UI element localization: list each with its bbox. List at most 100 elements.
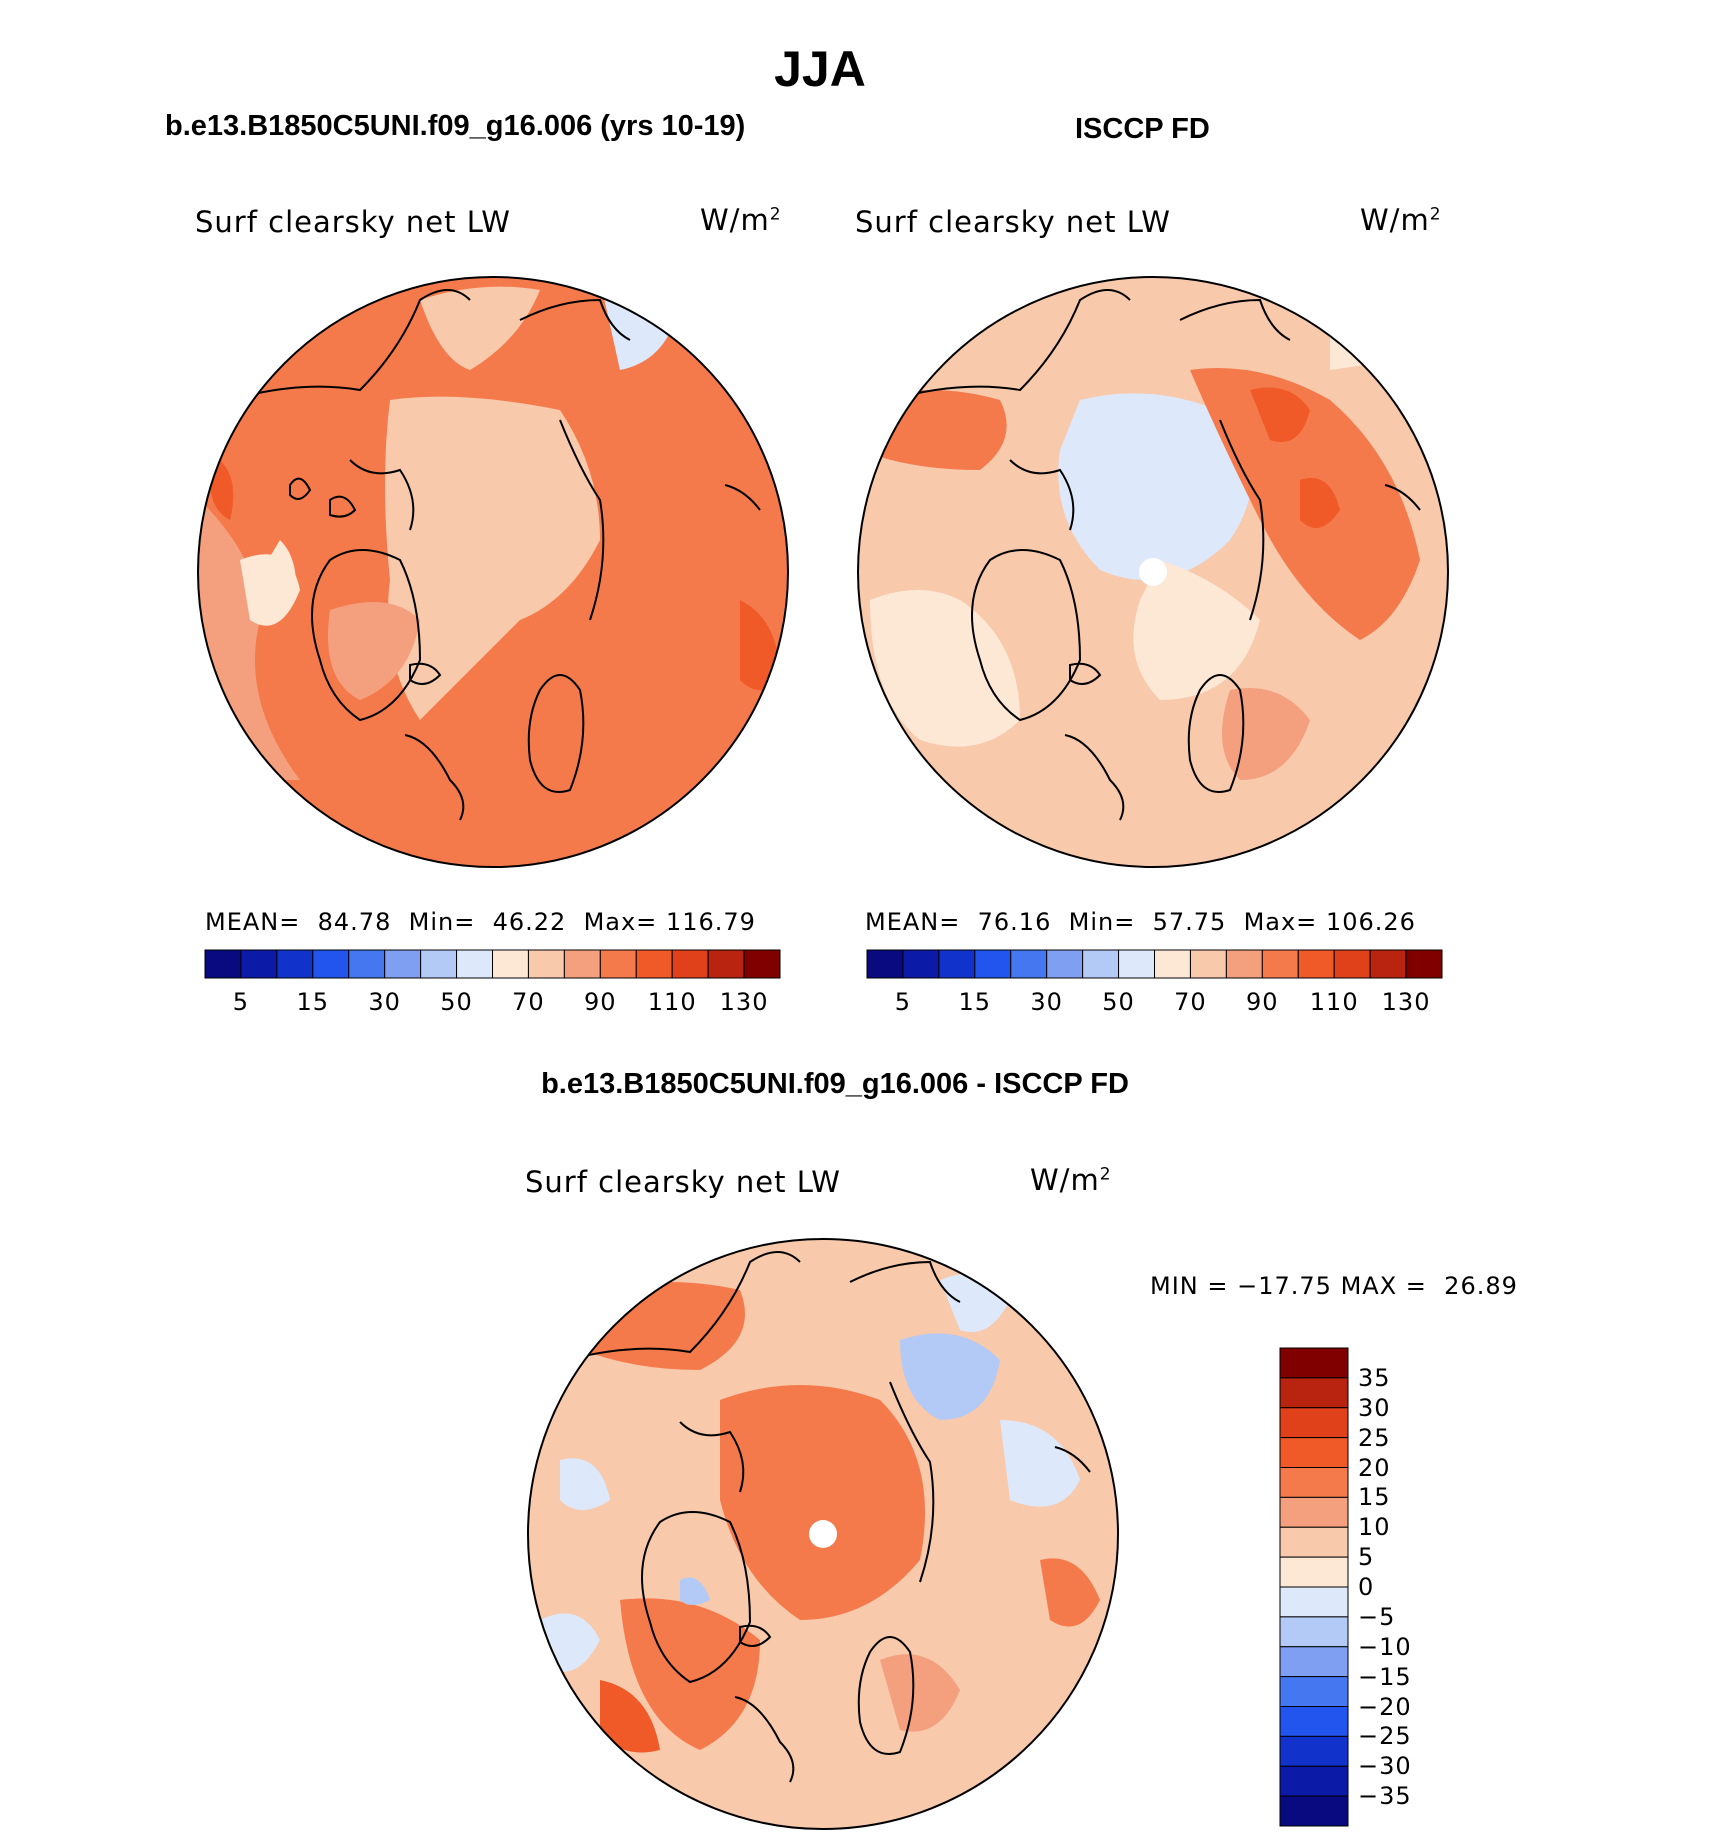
colorbar-tick-label: 25: [1358, 1423, 1391, 1452]
colorbar-tick-label: 5: [894, 988, 912, 1016]
colorbar-swatch: [1010, 949, 1048, 979]
colorbar-tick-label: 30: [1358, 1393, 1391, 1422]
model-units-label: W/m2: [700, 203, 782, 237]
colorbar-swatch: [599, 949, 637, 979]
colorbar-tick-label: 70: [1174, 988, 1207, 1016]
colorbar-swatch: [866, 949, 904, 979]
colorbar-swatch: [1297, 949, 1335, 979]
obs-units-label: W/m2: [1360, 203, 1442, 237]
colorbar-tick-label: 30: [368, 988, 401, 1016]
colorbar-swatch: [1279, 1526, 1349, 1558]
colorbar-swatch: [938, 949, 976, 979]
obs-pole-marker: [1139, 558, 1167, 586]
colorbar-swatch: [276, 949, 314, 979]
diff-stats: MIN = −17.75 MAX = 26.89: [1150, 1272, 1518, 1300]
colorbar-swatch: [707, 949, 745, 979]
colorbar-tick-label: 20: [1358, 1453, 1391, 1482]
colorbar-swatch: [1046, 949, 1084, 979]
colorbar-tick-label: −35: [1358, 1782, 1412, 1811]
model-coastlines: [229, 289, 761, 821]
colorbar-swatch: [1189, 949, 1227, 979]
colorbar-swatch: [1279, 1437, 1349, 1468]
model-stats: MEAN= 84.78 Min= 46.22 Max= 116.79: [205, 908, 756, 936]
diff-coastlines: [559, 1251, 1091, 1783]
colorbar-swatch: [1082, 949, 1120, 979]
colorbar-swatch: [1369, 949, 1407, 979]
colorbar-tick-label: −25: [1358, 1722, 1412, 1751]
colorbar-tick-label: 10: [1358, 1513, 1391, 1542]
colorbar-tick-label: 30: [1030, 988, 1063, 1016]
colorbar-tick-label: 130: [1381, 988, 1431, 1016]
colorbar-tick-label: 5: [1358, 1543, 1375, 1572]
obs-colorbar: [866, 949, 1443, 979]
colorbar-tick-label: 70: [512, 988, 545, 1016]
colorbar-swatch: [240, 949, 278, 979]
obs-variable-label: Surf clearsky net LW: [855, 205, 1171, 239]
diff-pole-marker: [809, 1520, 837, 1548]
colorbar-tick-label: −30: [1358, 1752, 1412, 1781]
colorbar-swatch: [204, 949, 242, 979]
model-panel-title: b.e13.B1850C5UNI.f09_g16.006 (yrs 10-19): [165, 110, 746, 142]
colorbar-swatch: [384, 949, 422, 979]
model-colorbar: [204, 949, 781, 979]
colorbar-tick-label: 50: [1102, 988, 1135, 1016]
diff-variable-label: Surf clearsky net LW: [525, 1165, 841, 1199]
colorbar-tick-label: 110: [647, 988, 697, 1016]
colorbar-swatch: [1333, 949, 1371, 979]
colorbar-swatch: [1279, 1646, 1349, 1678]
model-variable-label: Surf clearsky net LW: [195, 205, 511, 239]
colorbar-swatch: [1279, 1407, 1349, 1439]
diff-colorbar: [1279, 1347, 1349, 1827]
colorbar-tick-label: −20: [1358, 1692, 1412, 1721]
colorbar-swatch: [1279, 1377, 1349, 1409]
diff-units-label: W/m2: [1030, 1163, 1112, 1197]
colorbar-swatch: [492, 949, 529, 979]
colorbar-swatch: [563, 949, 601, 979]
colorbar-swatch: [527, 949, 565, 979]
colorbar-tick-label: 110: [1309, 988, 1359, 1016]
colorbar-swatch: [1225, 949, 1263, 979]
diff-panel-title: b.e13.B1850C5UNI.f09_g16.006 - ISCCP FD: [541, 1068, 1129, 1100]
colorbar-swatch: [312, 949, 350, 979]
obs-stats: MEAN= 76.16 Min= 57.75 Max= 106.26: [865, 908, 1416, 936]
colorbar-swatch: [1279, 1676, 1349, 1707]
colorbar-tick-label: −5: [1358, 1602, 1396, 1631]
obs-coastlines: [889, 289, 1421, 821]
colorbar-swatch: [1279, 1706, 1349, 1737]
colorbar-tick-label: 5: [232, 988, 250, 1016]
colorbar-swatch: [974, 949, 1012, 979]
season-title: JJA: [774, 41, 866, 97]
colorbar-swatch: [1279, 1347, 1349, 1379]
colorbar-tick-label: 0: [1358, 1573, 1375, 1601]
colorbar-swatch: [1118, 949, 1155, 979]
colorbar-swatch: [635, 949, 673, 979]
colorbar-tick-label: 50: [440, 988, 473, 1016]
colorbar-swatch: [420, 949, 458, 979]
colorbar-tick-label: −10: [1358, 1632, 1412, 1661]
colorbar-swatch: [1405, 949, 1443, 979]
obs-panel-title: ISCCP FD: [1075, 113, 1210, 145]
colorbar-tick-label: 15: [296, 988, 330, 1016]
colorbar-tick-label: 35: [1358, 1363, 1391, 1392]
model-map-border: [197, 276, 789, 868]
diff-map-border: [527, 1238, 1119, 1830]
colorbar-swatch: [1154, 949, 1191, 979]
colorbar-swatch: [1279, 1467, 1349, 1498]
colorbar-swatch: [1279, 1765, 1349, 1797]
colorbar-swatch: [1279, 1795, 1349, 1827]
colorbar-swatch: [1261, 949, 1299, 979]
colorbar-swatch: [671, 949, 709, 979]
colorbar-tick-label: −15: [1358, 1662, 1412, 1691]
colorbar-swatch: [902, 949, 940, 979]
colorbar-tick-label: 15: [958, 988, 992, 1016]
obs-map-border: [857, 276, 1449, 868]
colorbar-swatch: [1279, 1735, 1349, 1767]
colorbar-tick-label: 90: [1246, 988, 1279, 1016]
colorbar-swatch: [456, 949, 493, 979]
colorbar-tick-label: 15: [1358, 1483, 1391, 1512]
colorbar-swatch: [1279, 1586, 1349, 1618]
colorbar-tick-label: 130: [719, 988, 769, 1016]
colorbar-swatch: [1279, 1496, 1349, 1528]
colorbar-swatch: [348, 949, 386, 979]
colorbar-swatch: [1279, 1616, 1349, 1648]
